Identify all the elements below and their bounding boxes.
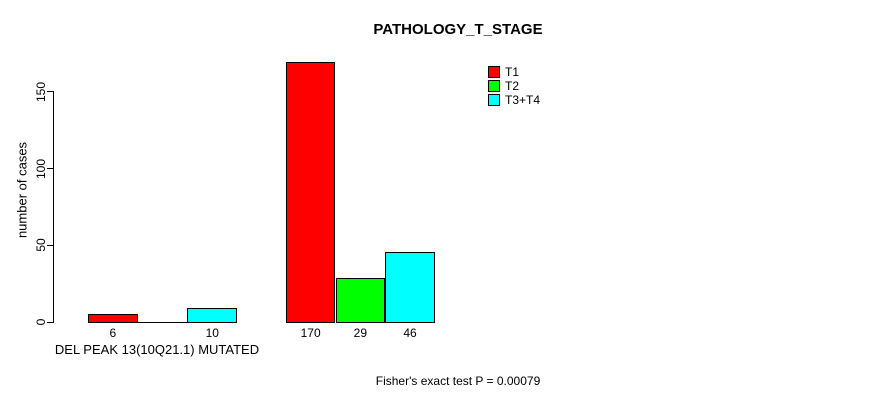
legend-item: T1 bbox=[488, 65, 540, 79]
bar-t1-group1 bbox=[88, 313, 138, 323]
legend-swatch-icon bbox=[488, 80, 500, 92]
legend-item: T2 bbox=[488, 79, 540, 93]
y-axis-tick bbox=[47, 168, 54, 170]
y-axis-tick bbox=[47, 244, 54, 246]
bar-t1-group2 bbox=[285, 61, 336, 323]
legend-label: T2 bbox=[505, 79, 520, 93]
y-axis-tick-label: 150 bbox=[34, 81, 48, 102]
y-axis-tick-label: 0 bbox=[34, 318, 48, 326]
y-axis-tick-label: 100 bbox=[34, 158, 48, 179]
y-axis-line bbox=[53, 91, 54, 323]
bar-value-label: 6 bbox=[109, 326, 117, 340]
legend: T1 T2 T3+T4 bbox=[488, 65, 540, 107]
chart-title: PATHOLOGY_T_STAGE bbox=[373, 21, 543, 38]
y-axis-title: number of cases bbox=[14, 141, 30, 239]
x-axis-title: DEL PEAK 13(10Q21.1) MUTATED bbox=[54, 342, 260, 357]
y-axis-tick bbox=[47, 91, 54, 93]
legend-swatch-icon bbox=[488, 66, 500, 78]
bar-t3-t4-group1 bbox=[187, 307, 238, 323]
bar-value-label: 10 bbox=[205, 326, 219, 340]
bar-t2-group1 bbox=[137, 322, 188, 323]
bar-t3-t4-group2 bbox=[385, 252, 435, 323]
legend-item: T3+T4 bbox=[488, 93, 540, 107]
bar-t2-group2 bbox=[335, 278, 386, 323]
legend-label: T3+T4 bbox=[505, 93, 541, 107]
bar-value-label: 170 bbox=[300, 326, 321, 340]
legend-swatch-icon bbox=[488, 94, 500, 106]
bar-value-label: 46 bbox=[403, 326, 417, 340]
y-axis-tick-label: 50 bbox=[34, 238, 48, 253]
bar-value-label: 29 bbox=[353, 326, 368, 340]
y-axis-tick bbox=[47, 321, 54, 323]
p-value-annotation: Fisher's exact test P = 0.00079 bbox=[375, 374, 541, 388]
legend-label: T1 bbox=[505, 65, 520, 79]
